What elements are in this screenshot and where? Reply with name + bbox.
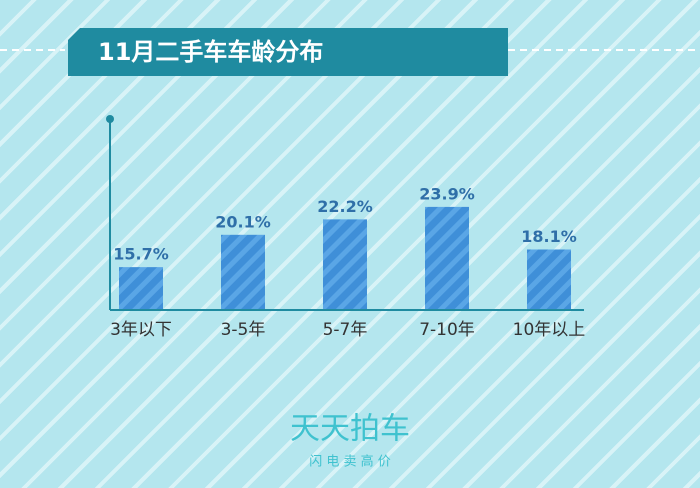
x-tick-label: 3-5年 [221, 320, 266, 340]
value-label: 23.9% [419, 184, 475, 203]
x-tick-label: 7-10年 [419, 320, 475, 340]
value-label: 20.1% [215, 212, 271, 231]
bar [119, 267, 163, 309]
brand-name: 天天拍车 [290, 412, 410, 447]
bar [527, 249, 571, 309]
value-label: 18.1% [521, 227, 577, 246]
value-label: 15.7% [113, 245, 169, 264]
axis-dot [106, 115, 114, 123]
bar [221, 234, 265, 309]
bar [323, 219, 367, 309]
x-tick-label: 10年以上 [513, 320, 586, 340]
x-tick-label: 5-7年 [323, 320, 368, 340]
brand-slogan: 闪 电 卖 高 价 [309, 454, 391, 470]
value-label: 22.2% [317, 197, 373, 216]
chart-title: 11月二手车车龄分布 [98, 38, 323, 66]
x-tick-label: 3年以下 [110, 320, 172, 340]
title-banner [68, 28, 508, 76]
bar [425, 206, 469, 309]
